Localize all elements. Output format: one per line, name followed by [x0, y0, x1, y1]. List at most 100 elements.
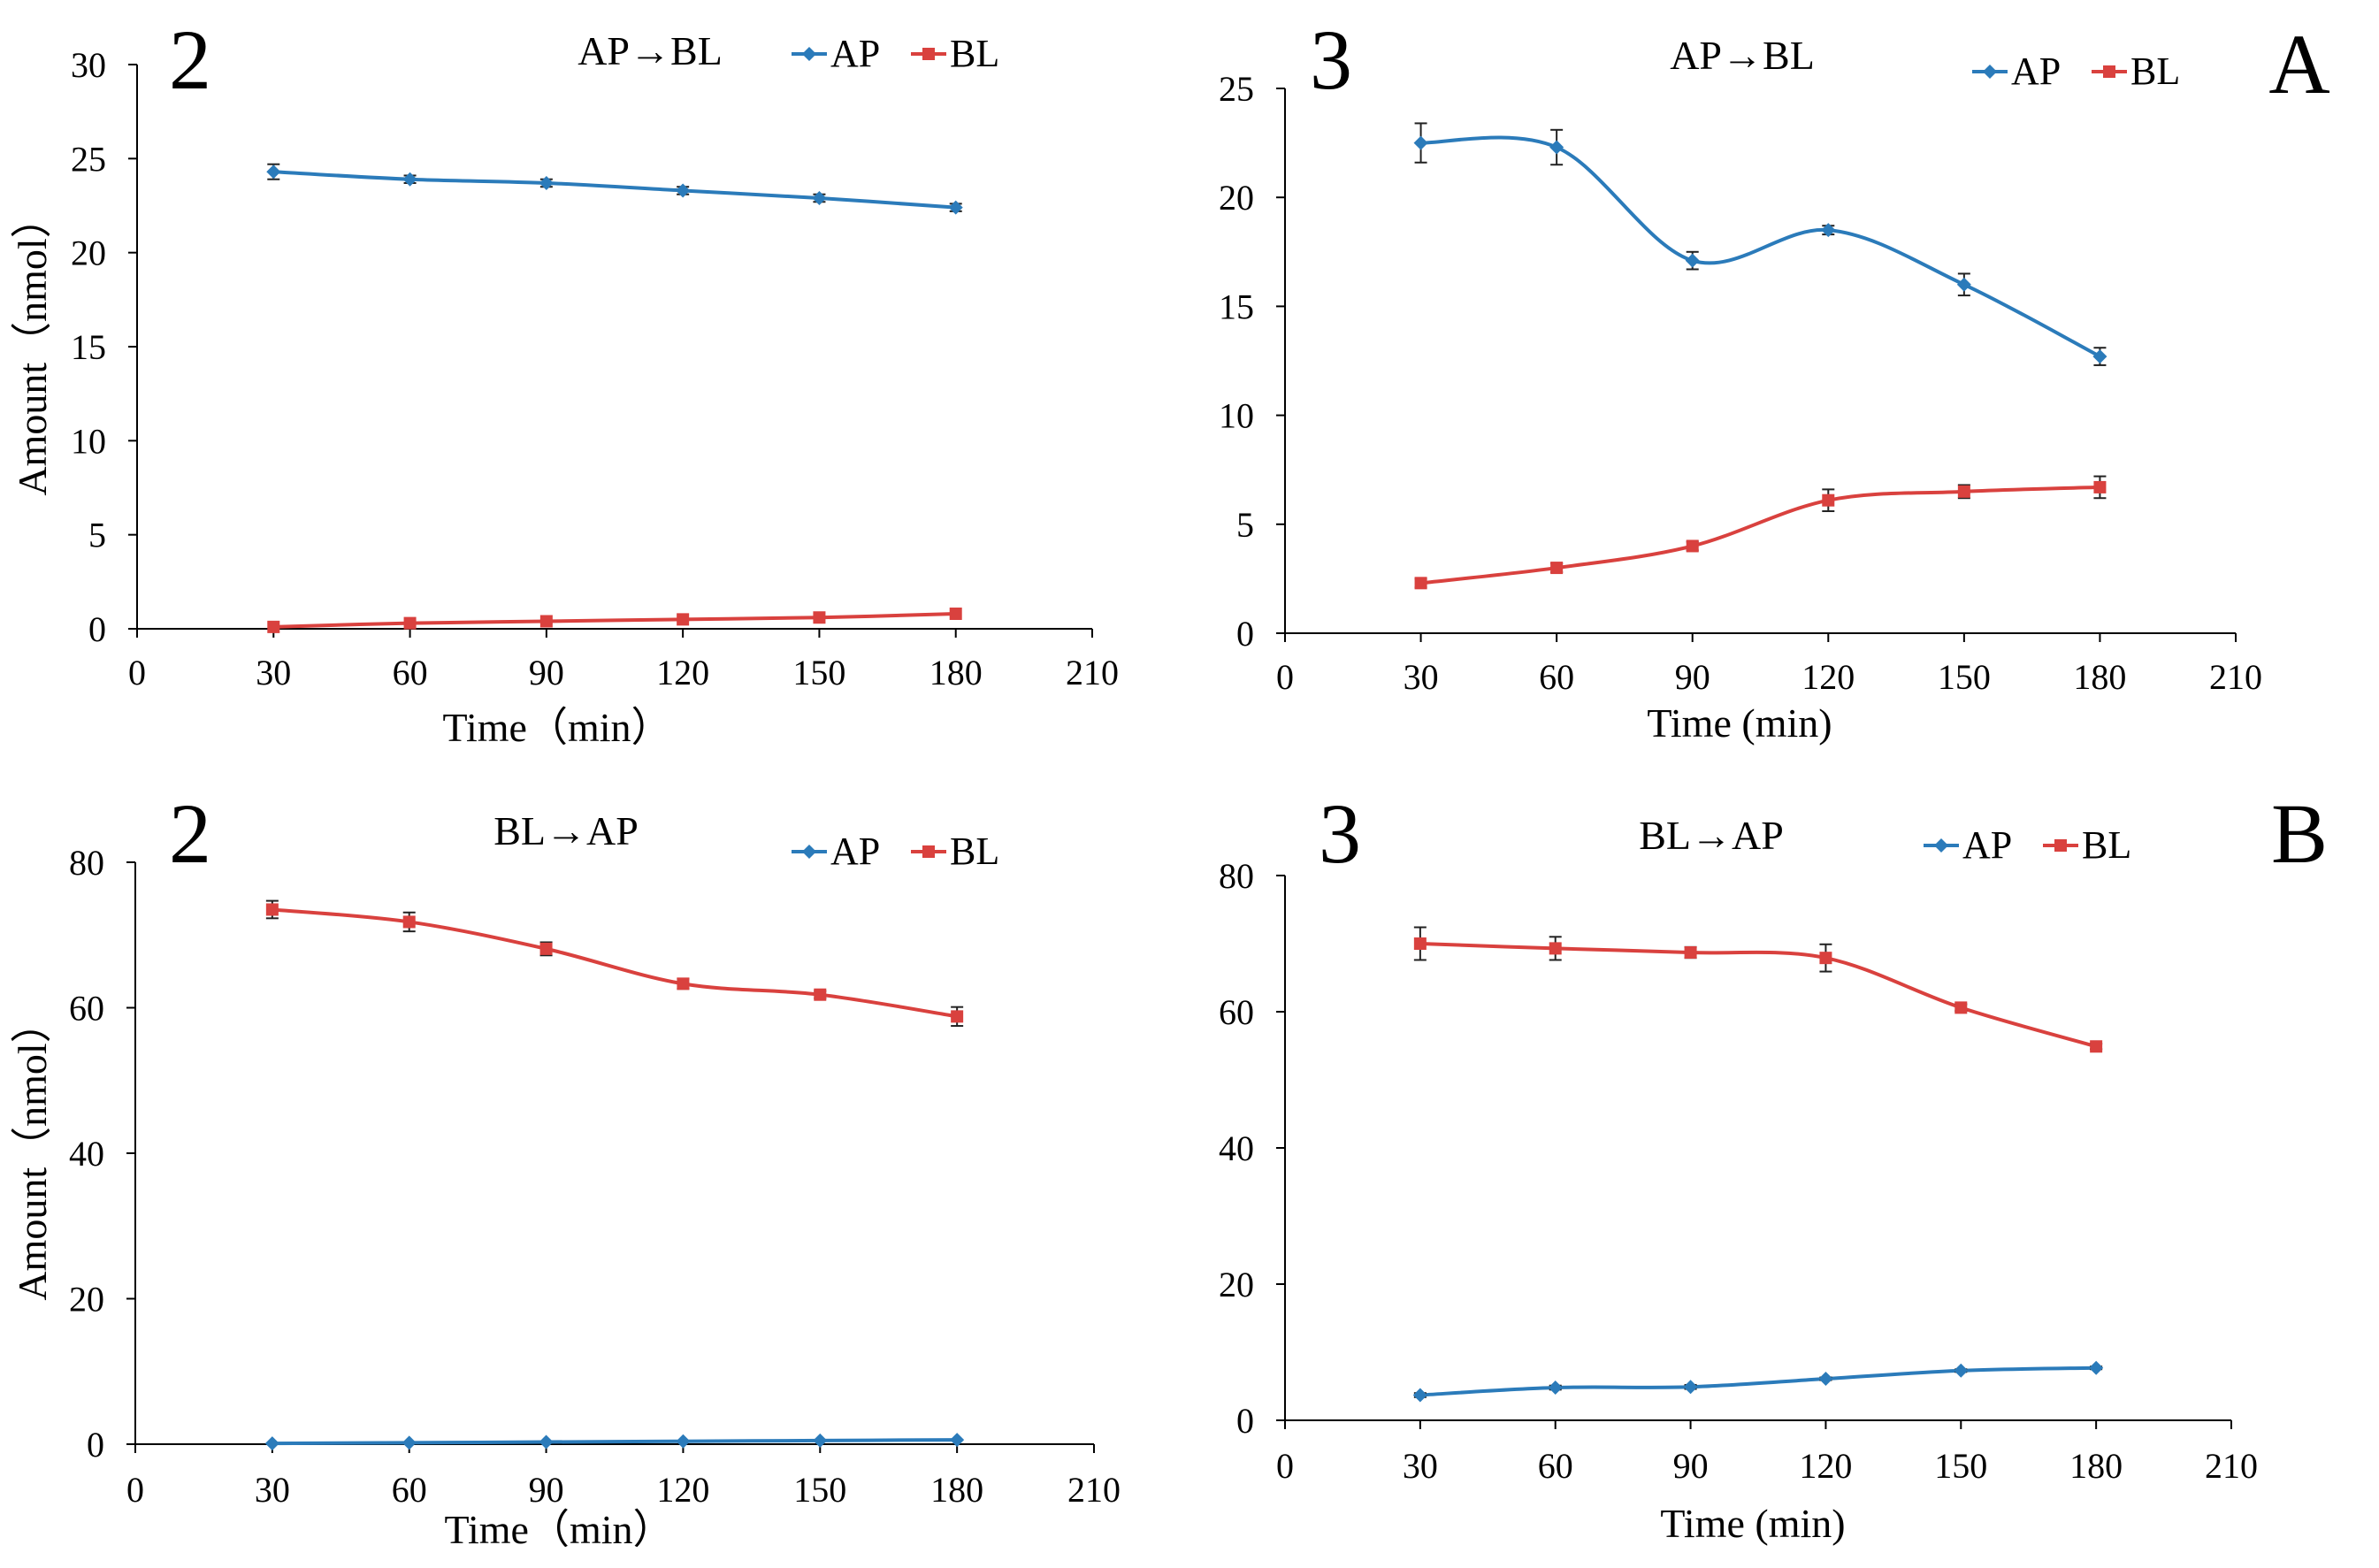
a3-point-bl — [1414, 577, 1427, 590]
a3-xtick-label: 120 — [1801, 657, 1855, 697]
chart-b3: 0 20 40 60 80 0 30 60 90 120 150 180 210 Time (min) BL… — [1219, 786, 2258, 1546]
a3-xtick-label: 90 — [1675, 657, 1710, 697]
b3-ytick-label: 60 — [1219, 992, 1254, 1032]
a3-ytick-label: 5 — [1236, 505, 1254, 545]
a3-xtick-label: 210 — [2209, 657, 2262, 697]
b2-xtick-label: 60 — [392, 1470, 427, 1510]
a3-point-ap — [1413, 135, 1428, 150]
a3-ytick-label: 0 — [1236, 614, 1254, 654]
a2-point-bl — [813, 611, 826, 624]
b3-xtick-label: 150 — [1934, 1446, 1987, 1486]
b2-legend-marker-ap — [802, 845, 816, 859]
chart-b2: 0 20 40 60 80 0 30 60 90 120 150 180 210 Time（min） Amo… — [10, 786, 1121, 1552]
b2-legend-marker-bl — [922, 845, 935, 858]
a3-xtick-label: 180 — [2073, 657, 2126, 697]
chart-a2: 0 5 10 15 20 25 30 0 30 60 90 120 150 180 210 Time（min）… — [10, 12, 1119, 750]
a2-x-axis-label: Time（min） — [442, 705, 671, 750]
a3-xtick-label: 150 — [1938, 657, 1991, 697]
b3-point-ap — [1548, 1381, 1563, 1396]
b3-xtick-label: 210 — [2205, 1446, 2258, 1486]
b2-legend-label-ap: AP — [830, 830, 880, 873]
b2-xtick-label: 210 — [1067, 1470, 1121, 1510]
b2-y-axis-label: Amount（nmol） — [10, 1002, 55, 1300]
b3-point-ap — [2089, 1360, 2104, 1375]
b2-point-bl — [539, 942, 553, 955]
a3-xtick-label: 30 — [1404, 657, 1439, 697]
a2-xtick-label: 210 — [1066, 653, 1119, 692]
a2-point-bl — [403, 616, 417, 630]
a2-point-ap — [948, 200, 963, 215]
a2-point-bl — [539, 615, 553, 628]
b2-ytick-label: 60 — [69, 989, 104, 1029]
a2-ytick-label: 5 — [88, 516, 106, 555]
b3-title: BL→AP — [1639, 813, 1784, 858]
a2-xtick-label: 120 — [656, 653, 709, 692]
b2-xtick-label: 0 — [126, 1470, 144, 1510]
a2-xtick-label: 150 — [792, 653, 845, 692]
b3-legend-label-bl: BL — [2082, 823, 2131, 867]
a2-xtick-label: 30 — [256, 653, 291, 692]
b3-xtick-label: 120 — [1799, 1446, 1852, 1486]
a3-point-ap — [2092, 349, 2107, 364]
b2-point-ap — [676, 1434, 691, 1449]
b2-xtick-label: 30 — [255, 1470, 290, 1510]
b3-series-line-bl — [1419, 942, 2097, 1049]
b3-point-bl — [1549, 942, 1562, 955]
b3-series-line-ap — [1419, 1365, 2097, 1397]
b2-xtick-label: 120 — [656, 1470, 709, 1510]
a3-series-line-ap — [1420, 135, 2101, 358]
a2-ytick-label: 25 — [71, 139, 106, 179]
a2-legend-marker-bl — [922, 48, 935, 60]
b2-ytick-label: 40 — [69, 1134, 104, 1174]
b2-xtick-label: 180 — [930, 1470, 983, 1510]
b2-legend-label-bl: BL — [950, 830, 999, 873]
b2-point-bl — [814, 988, 827, 1001]
b2-ytick-label: 20 — [69, 1280, 104, 1319]
a2-ytick-label: 0 — [88, 609, 106, 649]
b3-number-label: 3 — [1319, 786, 1361, 881]
b3-point-bl — [2090, 1040, 2103, 1053]
panel-letter-a: A — [2268, 17, 2329, 111]
a3-point-ap — [1956, 277, 1971, 292]
b2-title: BL→AP — [493, 808, 639, 853]
b2-point-bl — [265, 903, 279, 916]
a2-point-ap — [539, 175, 554, 190]
a2-xtick-label: 90 — [529, 653, 564, 692]
b2-point-bl — [677, 977, 690, 991]
a3-ytick-label: 15 — [1219, 287, 1254, 326]
a3-ytick-label: 10 — [1219, 396, 1254, 436]
a2-ytick-label: 30 — [71, 45, 106, 85]
a2-number-label: 2 — [169, 12, 211, 107]
a2-point-ap — [266, 164, 281, 180]
chart-a3: 0 5 10 15 20 25 0 30 60 90 120 150 180 210 Time (min) A… — [1219, 12, 2262, 746]
b3-point-ap — [1412, 1388, 1427, 1403]
b2-point-ap — [813, 1433, 828, 1448]
a2-point-bl — [949, 607, 962, 620]
b2-ytick-label: 0 — [87, 1425, 104, 1465]
a2-title: AP→BL — [578, 28, 723, 73]
a2-legend-marker-ap — [802, 47, 816, 61]
a3-legend-label-bl: BL — [2130, 50, 2180, 93]
a3-legend-label-ap: AP — [2011, 50, 2061, 93]
a3-xtick-label: 60 — [1539, 657, 1574, 697]
a3-number-label: 3 — [1310, 12, 1352, 107]
a2-point-bl — [267, 620, 280, 633]
a3-ytick-label: 20 — [1219, 178, 1254, 218]
a2-point-ap — [812, 190, 827, 205]
a2-xtick-label: 180 — [929, 653, 983, 692]
a3-legend-marker-ap — [1983, 65, 1997, 79]
b2-point-bl — [402, 915, 416, 929]
a3-point-bl — [1957, 485, 1970, 498]
a2-point-ap — [402, 172, 417, 187]
b2-point-ap — [539, 1434, 554, 1449]
a2-y-axis-label: Amount（nmol） — [10, 197, 55, 495]
b3-xtick-label: 30 — [1403, 1446, 1438, 1486]
a2-series-line-bl — [273, 611, 956, 629]
b3-legend-label-ap: AP — [1962, 823, 2012, 867]
a3-point-ap — [1685, 253, 1700, 268]
b2-point-ap — [950, 1433, 965, 1448]
b3-point-bl — [1684, 946, 1697, 960]
a3-point-bl — [2093, 480, 2107, 493]
b3-legend-marker-ap — [1934, 838, 1948, 853]
b2-series-line-ap — [272, 1438, 958, 1446]
